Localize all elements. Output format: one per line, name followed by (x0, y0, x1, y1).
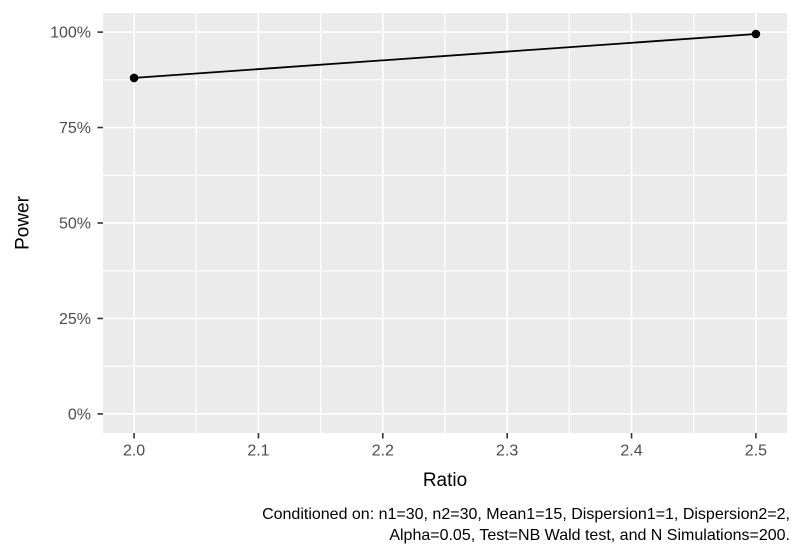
caption-line-2: Alpha=0.05, Test=NB Wald test, and N Sim… (389, 527, 790, 544)
y-tick-label: 50% (59, 216, 91, 233)
x-tick-label: 2.5 (745, 443, 767, 460)
x-tick-label: 2.1 (247, 443, 269, 460)
x-tick-label: 2.0 (123, 443, 145, 460)
data-point (129, 73, 139, 83)
axes: 2.0 2.1 2.2 2.3 2.4 2.5 0% 25% 50% 75% 100% (50, 25, 767, 460)
data-point (751, 29, 761, 39)
series-layer (129, 29, 761, 83)
x-tick-label: 2.3 (496, 443, 518, 460)
x-axis-title: Ratio (423, 470, 467, 491)
y-tick-label: 0% (68, 406, 91, 423)
caption-line-1: Conditioned on: n1=30, n2=30, Mean1=15, … (262, 506, 790, 523)
y-axis-title: Power (13, 195, 34, 250)
y-tick-label: 25% (59, 311, 91, 328)
power-line (134, 33, 756, 79)
caption: Conditioned on: n1=30, n2=30, Mean1=15, … (262, 506, 790, 544)
y-tick-label: 100% (50, 25, 91, 42)
x-tick-label: 2.2 (372, 443, 394, 460)
y-tick-label: 75% (59, 120, 91, 137)
major-gridlines (103, 13, 787, 433)
x-tick-label: 2.4 (620, 443, 642, 460)
